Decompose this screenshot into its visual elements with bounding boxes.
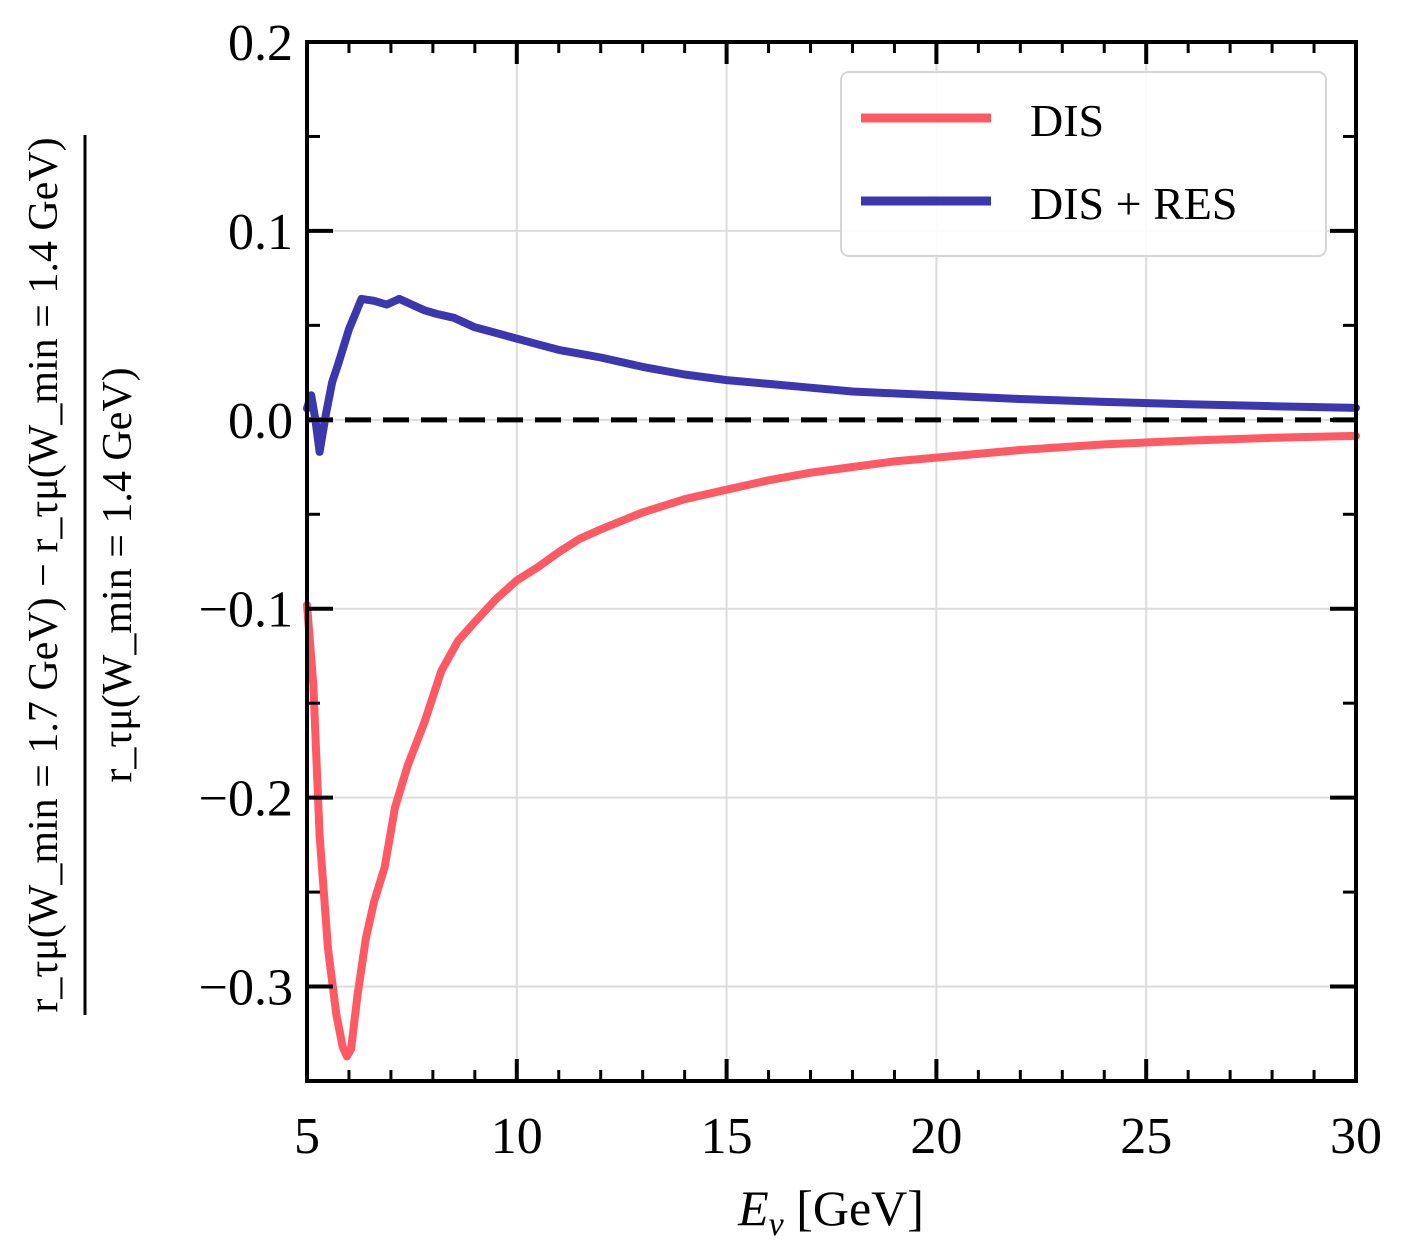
- x-axis-sub: ν: [769, 1206, 785, 1243]
- y-tick-label: −0.3: [199, 960, 293, 1017]
- y-tick-labels: −0.3 −0.2 −0.1 0.0 0.1 0.2: [199, 15, 293, 1017]
- legend-label-dis-res: DIS + RES: [1030, 178, 1237, 229]
- legend: DIS DIS + RES: [840, 71, 1327, 257]
- series-group: [303, 294, 1360, 1061]
- y-tick-label: −0.1: [199, 582, 293, 639]
- x-tick-label: 15: [701, 1108, 753, 1165]
- x-tick-label: 20: [910, 1108, 962, 1165]
- x-axis-unit: [GeV]: [784, 1180, 924, 1236]
- x-tick-label: 30: [1330, 1108, 1382, 1165]
- y-axis-title: r_τμ(W_min = 1.7 GeV) − r_τμ(W_min = 1.4…: [21, 135, 141, 1015]
- series-line-dis: [303, 431, 1360, 1061]
- y-axis-denominator: r_τμ(W_min = 1.4 GeV): [95, 367, 141, 782]
- x-tick-label: 25: [1120, 1108, 1172, 1165]
- x-tick-label: 10: [491, 1108, 543, 1165]
- y-tick-label: 0.1: [228, 204, 293, 261]
- ticks: [305, 40, 1358, 1083]
- x-axis-var: E: [737, 1180, 769, 1236]
- plot-frame: [305, 40, 1358, 1083]
- y-axis-numerator: r_τμ(W_min = 1.7 GeV) − r_τμ(W_min = 1.4…: [21, 137, 67, 1012]
- series-line-dis-res: [303, 294, 1360, 456]
- x-axis-title: Eν [GeV]: [737, 1180, 924, 1243]
- y-tick-label: 0.2: [228, 15, 293, 72]
- y-tick-label: 0.0: [228, 393, 293, 450]
- y-tick-label: −0.2: [199, 771, 293, 828]
- legend-label-dis: DIS: [1030, 95, 1104, 146]
- x-tick-label: 5: [294, 1108, 320, 1165]
- x-tick-labels: 5 10 15 20 25 30: [294, 1108, 1382, 1165]
